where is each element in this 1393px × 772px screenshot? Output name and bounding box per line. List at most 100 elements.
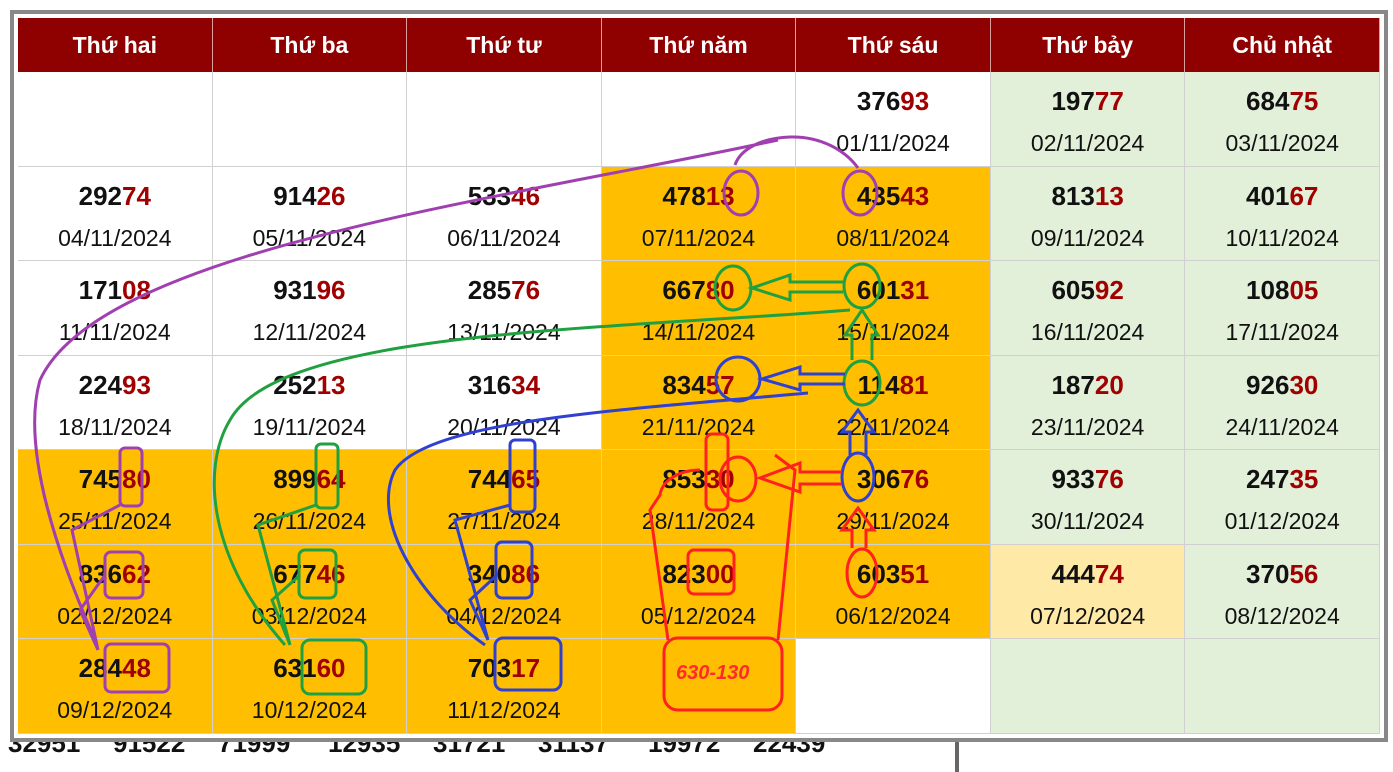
day-cell: 82300 05/12/2024 (601, 544, 797, 640)
result-head-digits: 306 (856, 464, 901, 495)
result-date: 01/11/2024 (836, 130, 950, 156)
result-head-digits: 631 (273, 653, 317, 684)
result-tail-digits: 81 (899, 369, 929, 400)
day-cell: 10805 17/11/2024 (1185, 261, 1380, 356)
result-tail-digits: 67 (1289, 180, 1319, 211)
result-number: 53346 (407, 181, 601, 212)
strip-divider (955, 742, 959, 772)
result-tail-digits: 30 (1289, 369, 1319, 400)
result-tail-digits: 74 (1094, 558, 1124, 589)
result-date: 27/11/2024 (447, 508, 561, 535)
result-head-digits: 926 (1246, 369, 1290, 400)
day-cell: 18720 23/11/2024 (990, 355, 1186, 451)
result-head-digits: 836 (78, 558, 123, 589)
result-number: 30676 (796, 464, 990, 495)
result-tail-digits: 35 (1289, 464, 1319, 495)
result-number: 89964 (213, 464, 407, 495)
result-head-digits: 533 (467, 180, 512, 211)
result-head-digits: 171 (78, 275, 123, 306)
strip-number: 71999 (218, 742, 291, 758)
result-tail-digits: 46 (511, 180, 541, 211)
day-cell: 68475 03/11/2024 (1185, 72, 1380, 167)
result-date: 01/12/2024 (1224, 508, 1340, 535)
result-number: 22493 (18, 370, 212, 401)
result-tail-digits: 13 (705, 180, 735, 211)
result-tail-digits: 96 (316, 275, 346, 306)
strip-number: 91522 (113, 742, 186, 758)
result-number: 67746 (213, 559, 407, 590)
result-head-digits: 444 (1051, 558, 1095, 589)
result-date: 07/11/2024 (641, 224, 756, 251)
result-tail-digits: 31 (900, 275, 930, 306)
result-head-digits: 316 (467, 369, 512, 400)
result-date: 30/11/2024 (1030, 508, 1145, 535)
result-head-digits: 340 (467, 558, 512, 589)
result-head-digits: 899 (273, 464, 317, 495)
result-date: 11/12/2024 (447, 697, 561, 724)
day-cell (1185, 639, 1380, 734)
day-cell (407, 72, 602, 167)
day-cell (796, 639, 991, 734)
result-date: 08/11/2024 (836, 224, 950, 251)
weekday-header: Thứ hai (18, 18, 213, 72)
lottery-calendar-board: Thứ hai Thứ ba Thứ tư Thứ năm Thứ sáu Thứ bảy… (10, 10, 1388, 742)
result-number: 60131 (796, 275, 990, 306)
result-head-digits: 931 (273, 275, 317, 306)
result-number: 25213 (213, 370, 407, 401)
day-cell: 92630 24/11/2024 (1185, 355, 1380, 451)
calendar-grid: Thứ hai Thứ ba Thứ tư Thứ năm Thứ sáu Thứ bảy… (18, 18, 1380, 734)
result-tail-digits: 76 (900, 464, 930, 495)
result-head-digits: 914 (273, 180, 317, 211)
result-tail-digits: 93 (122, 369, 151, 400)
result-head-digits: 187 (1051, 369, 1095, 400)
result-date: 23/11/2024 (1030, 413, 1145, 440)
day-cell: 89964 26/11/2024 (212, 450, 408, 545)
result-tail-digits: 74 (122, 180, 151, 211)
result-tail-digits: 86 (511, 558, 541, 589)
result-head-digits: 703 (467, 653, 512, 684)
result-number: 74580 (18, 464, 212, 495)
result-head-digits: 667 (662, 275, 706, 306)
result-date: 03/11/2024 (1225, 130, 1339, 156)
day-cell: 74465 27/11/2024 (407, 450, 602, 545)
result-date: 20/11/2024 (447, 413, 561, 440)
result-number: 40167 (1185, 181, 1379, 212)
strip-number: 22439 (753, 742, 826, 758)
result-date: 11/11/2024 (58, 319, 171, 346)
result-head-digits: 435 (856, 180, 901, 211)
result-head-digits: 252 (273, 369, 317, 400)
result-head-digits: 744 (467, 464, 512, 495)
day-cell: 29274 04/11/2024 (18, 166, 213, 262)
result-date: 02/12/2024 (57, 602, 173, 629)
day-cell: 70317 11/12/2024 (407, 639, 602, 734)
day-cell: 63160 10/12/2024 (212, 639, 408, 734)
result-number: 81313 (991, 181, 1185, 212)
day-cell: 25213 19/11/2024 (212, 355, 408, 451)
result-number: 63160 (213, 653, 407, 684)
result-tail-digits: 60 (316, 653, 346, 684)
day-cell: 66780 14/11/2024 (601, 261, 797, 356)
weekday-header: Thứ tư (407, 18, 602, 72)
result-date: 13/11/2024 (447, 319, 561, 346)
result-date: 18/11/2024 (58, 413, 172, 440)
day-cell: 93376 30/11/2024 (990, 450, 1186, 545)
day-cell: 60131 15/11/2024 (796, 261, 991, 356)
result-number: 10805 (1185, 275, 1379, 306)
result-tail-digits: 76 (511, 275, 541, 306)
result-date: 21/11/2024 (641, 413, 756, 440)
result-number: 74465 (407, 464, 601, 495)
result-tail-digits: 30 (705, 464, 735, 495)
result-date: 29/11/2024 (836, 508, 950, 535)
weekday-header: Thứ sáu (796, 18, 991, 72)
result-head-digits: 376 (856, 86, 901, 116)
result-head-digits: 370 (1246, 558, 1290, 589)
result-tail-digits: 51 (900, 558, 930, 589)
result-head-digits: 853 (662, 464, 706, 495)
result-date: 03/12/2024 (251, 602, 367, 629)
result-head-digits: 292 (78, 180, 123, 211)
day-cell: 11481 22/11/2024 (796, 355, 991, 451)
result-tail-digits: 62 (122, 558, 151, 589)
result-date: 07/12/2024 (1030, 602, 1146, 629)
result-date: 22/11/2024 (836, 413, 950, 440)
day-cell: 37693 01/11/2024 (796, 72, 991, 167)
